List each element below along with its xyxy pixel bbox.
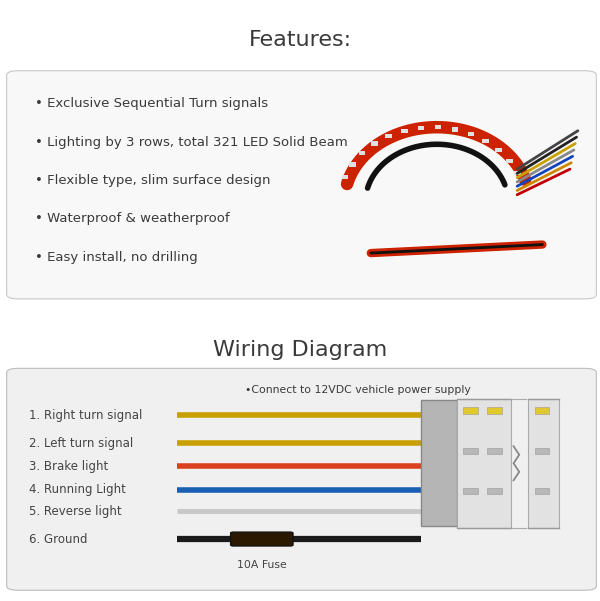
Bar xyxy=(535,448,549,454)
Text: • Lighting by 3 rows, total 321 LED Solid Beam: • Lighting by 3 rows, total 321 LED Soli… xyxy=(35,136,348,148)
Bar xyxy=(495,148,502,152)
Text: 3. Brake light: 3. Brake light xyxy=(29,460,109,473)
Bar xyxy=(342,175,349,179)
Bar xyxy=(359,151,365,155)
Text: • Exclusive Sequential Turn signals: • Exclusive Sequential Turn signals xyxy=(35,97,268,110)
Bar xyxy=(535,407,549,413)
Bar xyxy=(487,407,502,413)
Bar xyxy=(452,127,458,132)
Text: 5. Reverse light: 5. Reverse light xyxy=(29,505,122,518)
FancyBboxPatch shape xyxy=(7,368,596,590)
Bar xyxy=(487,448,502,454)
Text: 4. Running Light: 4. Running Light xyxy=(29,483,126,496)
Bar xyxy=(385,134,392,138)
Bar xyxy=(349,162,356,166)
Bar xyxy=(457,398,511,528)
Text: •Connect to 12VDC vehicle power supply: •Connect to 12VDC vehicle power supply xyxy=(245,385,471,395)
Text: • Flexible type, slim surface design: • Flexible type, slim surface design xyxy=(35,174,271,187)
FancyBboxPatch shape xyxy=(7,71,596,299)
Bar xyxy=(463,448,478,454)
Text: 1. Right turn signal: 1. Right turn signal xyxy=(29,409,143,422)
Bar xyxy=(514,171,521,175)
Text: Features:: Features: xyxy=(248,29,352,50)
FancyBboxPatch shape xyxy=(421,400,457,526)
Text: Wiring Diagram: Wiring Diagram xyxy=(213,340,387,360)
Bar xyxy=(467,132,474,136)
Bar xyxy=(418,126,424,130)
Text: • Easy install, no drilling: • Easy install, no drilling xyxy=(35,251,198,264)
Text: 6. Ground: 6. Ground xyxy=(29,532,88,546)
Bar xyxy=(482,139,489,143)
Bar xyxy=(401,129,407,133)
Text: 2. Left turn signal: 2. Left turn signal xyxy=(29,436,134,450)
Bar xyxy=(371,141,378,145)
Bar xyxy=(435,125,442,129)
FancyBboxPatch shape xyxy=(230,532,293,546)
Bar xyxy=(463,488,478,495)
Bar xyxy=(506,159,512,163)
Bar xyxy=(463,407,478,413)
Text: • Waterproof & weatherproof: • Waterproof & weatherproof xyxy=(35,212,230,225)
Bar xyxy=(487,488,502,495)
Text: 10A Fuse: 10A Fuse xyxy=(237,560,287,570)
Bar xyxy=(535,488,549,495)
Bar xyxy=(528,398,559,528)
